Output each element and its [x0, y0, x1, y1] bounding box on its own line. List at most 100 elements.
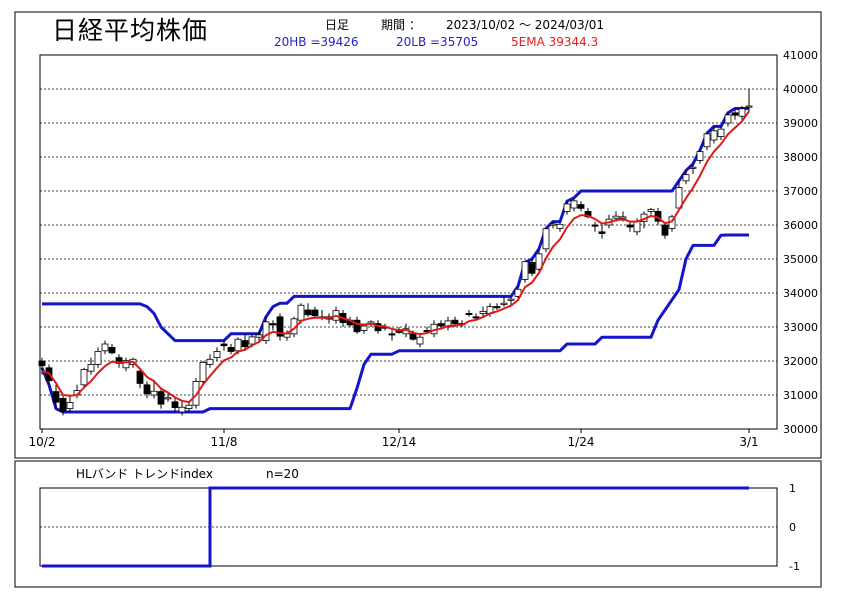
candle-body-up: [549, 223, 557, 226]
candle-body-up: [507, 298, 515, 301]
candle-body-down: [59, 397, 67, 412]
candle-body-up: [647, 208, 655, 212]
candle: [626, 221, 634, 232]
candle: [353, 316, 361, 334]
candle: [185, 401, 193, 412]
candle: [115, 354, 123, 368]
candle-body-down: [276, 316, 284, 337]
candle-body-up: [542, 228, 550, 250]
candle: [388, 330, 396, 341]
candle-body-down: [38, 360, 46, 367]
candle: [710, 126, 718, 144]
candle: [94, 347, 102, 368]
y-tick-label: 34000: [783, 287, 818, 300]
x-tick-label: 12/14: [382, 435, 417, 449]
candle-body-up: [570, 200, 578, 209]
candle: [724, 112, 732, 127]
ema-label: 5EMA 39344.3: [511, 35, 599, 49]
candle-body-down: [220, 343, 228, 347]
candle-body-down: [591, 224, 599, 227]
candle-body-up: [745, 105, 753, 108]
candle-body-down: [171, 401, 179, 408]
candle-body-up: [192, 380, 200, 406]
candle-body-up: [80, 369, 88, 386]
candle: [528, 259, 536, 276]
candle: [675, 180, 683, 212]
candle-body-up: [297, 304, 305, 321]
y-tick-label: 35000: [783, 253, 818, 266]
candle-body-down: [227, 346, 235, 352]
candle-body-up: [206, 358, 214, 365]
period-prefix: 日足: [325, 18, 350, 32]
candle: [150, 381, 158, 399]
y-tick-label: 33000: [783, 321, 818, 334]
candle-body-down: [451, 319, 459, 325]
sub-y-tick-label: 1: [789, 482, 796, 495]
candle: [108, 344, 116, 355]
y-tick-label: 39000: [783, 117, 818, 130]
candle: [178, 401, 186, 416]
candle: [661, 221, 669, 239]
candle-body-up: [94, 351, 102, 365]
candle: [647, 208, 655, 215]
main-outer-frame: [14, 11, 822, 459]
lb-label: 20LB =35705: [396, 35, 479, 49]
candle: [80, 367, 88, 389]
candle-body-down: [136, 370, 144, 384]
candle: [192, 378, 200, 409]
candle-body-up: [689, 166, 697, 169]
candle: [276, 313, 284, 341]
candle: [500, 296, 508, 307]
candle-body-up: [360, 325, 368, 331]
hb-label: 20HB =39426: [274, 35, 359, 49]
candle-body-down: [143, 384, 151, 395]
candle: [745, 89, 753, 113]
candle: [731, 109, 739, 120]
lb-band-line: [40, 233, 749, 414]
candle-body-up: [150, 390, 158, 396]
candle-body-down: [353, 319, 361, 333]
candle: [479, 306, 487, 317]
sub-y-tick-label: -1: [789, 560, 800, 573]
y-tick-label: 38000: [783, 151, 818, 164]
candle-body-up: [535, 253, 543, 270]
candle-body-up: [521, 261, 529, 280]
candle-body-up: [710, 130, 718, 141]
candle-body-up: [66, 402, 74, 410]
candle: [577, 201, 585, 212]
candle: [542, 228, 550, 253]
candle: [52, 384, 60, 409]
candle-body-up: [556, 223, 564, 229]
candle-body-up: [199, 361, 207, 382]
candle: [269, 320, 277, 331]
candle-body-up: [703, 133, 711, 148]
sub-n-label: n=20: [266, 467, 299, 481]
candle: [227, 344, 235, 355]
candle-body-down: [493, 306, 501, 309]
candle: [220, 340, 228, 351]
candle: [199, 361, 207, 385]
candle-body-down: [465, 312, 473, 315]
candle-body-down: [108, 346, 116, 354]
candle-body-up: [500, 302, 508, 305]
candle-body-up: [262, 321, 270, 341]
candle-body-down: [409, 333, 417, 340]
candle: [206, 354, 214, 368]
candle-body-up: [563, 203, 571, 212]
candle-body-down: [374, 323, 382, 332]
candle: [87, 357, 95, 375]
candle-body-up: [682, 174, 690, 182]
candle-body-up: [185, 404, 193, 410]
y-tick-label: 36000: [783, 219, 818, 232]
x-tick-label: 11/8: [211, 435, 238, 449]
candle-body-up: [87, 363, 95, 372]
candle: [591, 221, 599, 232]
candle: [535, 248, 543, 273]
candle-body-up: [234, 338, 242, 352]
candle-body-down: [626, 224, 634, 228]
candle-body-down: [304, 309, 312, 316]
candle: [416, 333, 424, 348]
main-plot-frame: [39, 54, 778, 430]
candle: [143, 381, 151, 399]
